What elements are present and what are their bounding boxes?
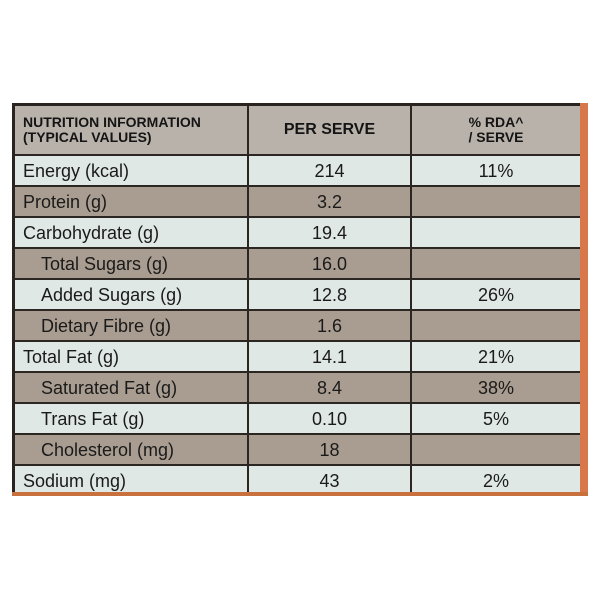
nutrition-label-photo: NUTRITION INFORMATION (TYPICAL VALUES) P… (12, 103, 588, 496)
nutrient-name: Total Sugars (g) (15, 249, 249, 280)
table-row: Total Sugars (g) 16.0 (15, 249, 580, 280)
nutrient-name: Dietary Fibre (g) (15, 311, 249, 342)
rda-value (412, 187, 580, 218)
per-serve-value: 18 (249, 435, 412, 466)
rda-value: 2% (412, 466, 580, 492)
table-row: Added Sugars (g) 12.8 26% (15, 280, 580, 311)
per-serve-value: 43 (249, 466, 412, 492)
nutrient-name: Energy (kcal) (15, 156, 249, 187)
per-serve-value: 3.2 (249, 187, 412, 218)
rda-value (412, 218, 580, 249)
table-row: Carbohydrate (g) 19.4 (15, 218, 580, 249)
table-row: Cholesterol (mg) 18 (15, 435, 580, 466)
nutrition-table: NUTRITION INFORMATION (TYPICAL VALUES) P… (15, 106, 580, 492)
per-serve-value: 8.4 (249, 373, 412, 404)
nutrient-name: Carbohydrate (g) (15, 218, 249, 249)
table-row: Energy (kcal) 214 11% (15, 156, 580, 187)
nutrient-name: Cholesterol (mg) (15, 435, 249, 466)
header-nutrient-line1: NUTRITION INFORMATION (23, 114, 201, 131)
rda-value (412, 311, 580, 342)
nutrient-name: Sodium (mg) (15, 466, 249, 492)
header-rda-line1: % RDA^ (468, 114, 524, 131)
nutrient-name: Trans Fat (g) (15, 404, 249, 435)
table-row: Dietary Fibre (g) 1.6 (15, 311, 580, 342)
nutrient-name: Protein (g) (15, 187, 249, 218)
header-nutrient: NUTRITION INFORMATION (TYPICAL VALUES) (15, 106, 249, 156)
header-rda: % RDA^ / SERVE (412, 106, 580, 156)
per-serve-value: 12.8 (249, 280, 412, 311)
per-serve-value: 14.1 (249, 342, 412, 373)
header-rda-line2: / SERVE (468, 129, 524, 145)
rda-value: 38% (412, 373, 580, 404)
table-row: Total Fat (g) 14.1 21% (15, 342, 580, 373)
nutrient-name: Added Sugars (g) (15, 280, 249, 311)
rda-value (412, 435, 580, 466)
table-header-row: NUTRITION INFORMATION (TYPICAL VALUES) P… (15, 106, 580, 156)
per-serve-value: 16.0 (249, 249, 412, 280)
nutrient-name: Total Fat (g) (15, 342, 249, 373)
rda-value (412, 249, 580, 280)
packaging-edge (580, 103, 588, 496)
table-row: Sodium (mg) 43 2% (15, 466, 580, 492)
packaging-edge-bottom (12, 492, 588, 496)
per-serve-value: 214 (249, 156, 412, 187)
header-per-serve: PER SERVE (249, 106, 412, 156)
nutrition-panel: NUTRITION INFORMATION (TYPICAL VALUES) P… (15, 106, 580, 492)
per-serve-value: 19.4 (249, 218, 412, 249)
table-row: Saturated Fat (g) 8.4 38% (15, 373, 580, 404)
table-row: Protein (g) 3.2 (15, 187, 580, 218)
table-row: Trans Fat (g) 0.10 5% (15, 404, 580, 435)
per-serve-value: 0.10 (249, 404, 412, 435)
rda-value: 11% (412, 156, 580, 187)
rda-value: 5% (412, 404, 580, 435)
per-serve-value: 1.6 (249, 311, 412, 342)
nutrient-name: Saturated Fat (g) (15, 373, 249, 404)
rda-value: 21% (412, 342, 580, 373)
header-nutrient-line2: (TYPICAL VALUES) (23, 129, 152, 145)
rda-value: 26% (412, 280, 580, 311)
